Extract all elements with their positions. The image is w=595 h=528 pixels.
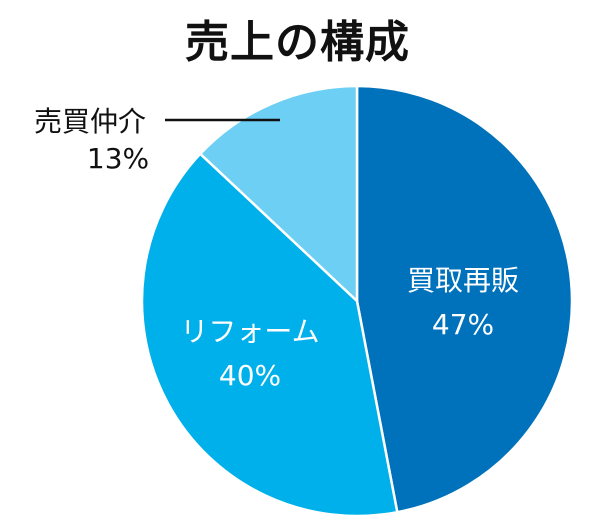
slice-label-リフォーム: リフォーム xyxy=(180,315,319,348)
pie-slice-売買仲介 xyxy=(199,84,359,303)
pie-slices xyxy=(140,84,574,518)
chart-title: 売上の構成 xyxy=(185,17,410,68)
pie-slice-リフォーム xyxy=(140,152,399,518)
slice-value-売買仲介: 13% xyxy=(87,142,149,175)
slice-label-売買仲介: 売買仲介 xyxy=(34,105,146,138)
slice-label-買取再販: 買取再販 xyxy=(407,264,519,297)
pie-slice-買取再販 xyxy=(355,84,574,514)
slice-value-リフォーム: 40% xyxy=(219,359,281,392)
slice-value-買取再販: 47% xyxy=(432,308,494,341)
